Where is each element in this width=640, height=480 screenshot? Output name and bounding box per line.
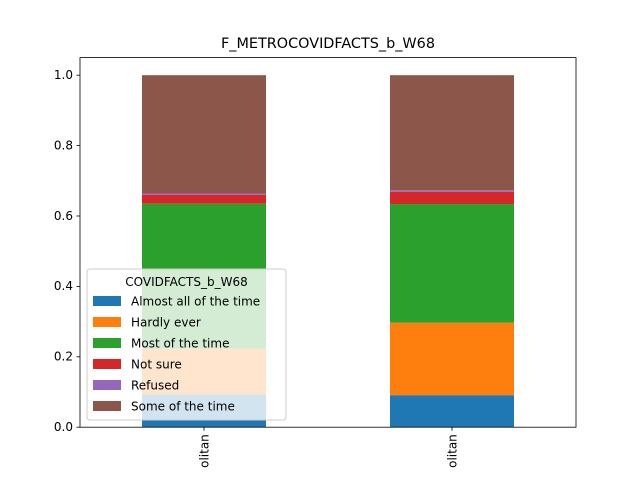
bar-segment-2-most-of-the-time xyxy=(390,204,514,323)
y-tick-label: 0.2 xyxy=(54,350,73,364)
y-tick-label: 0.8 xyxy=(54,138,73,152)
y-tick-label: 1.0 xyxy=(54,68,73,82)
legend-title: COVIDFACTS_b_W68 xyxy=(125,275,247,289)
y-tick-label: 0.0 xyxy=(54,420,73,434)
legend-swatch xyxy=(93,359,121,369)
chart-title: F_METROCOVIDFACTS_b_W68 xyxy=(221,36,435,52)
legend-swatch xyxy=(93,296,121,306)
legend-label: Not sure xyxy=(131,358,182,372)
legend-swatch xyxy=(93,401,121,411)
x-tick-label: olitan xyxy=(198,434,212,468)
bar-segment-2-some-of-the-time xyxy=(390,75,514,191)
bar-segment-2-refused xyxy=(390,190,514,192)
legend-swatch xyxy=(93,317,121,327)
legend-swatch xyxy=(93,338,121,348)
legend-label: Hardly ever xyxy=(131,316,201,330)
bar-segment-1-not-sure xyxy=(142,194,266,204)
legend-label: Most of the time xyxy=(131,337,229,351)
y-tick-label: 0.4 xyxy=(54,279,73,293)
x-tick-label: olitan xyxy=(446,434,460,468)
bar-segment-1-refused xyxy=(142,193,266,195)
bar-segment-1-some-of-the-time xyxy=(142,75,266,194)
y-tick-label: 0.6 xyxy=(54,209,73,223)
bar-segment-2-not-sure xyxy=(390,191,514,205)
legend-label: Refused xyxy=(131,379,179,393)
legend-box xyxy=(86,268,287,421)
x-axis: olitan olitan xyxy=(198,427,460,468)
legend-swatch xyxy=(93,380,121,390)
legend-label: Some of the time xyxy=(131,400,235,414)
legend[interactable]: COVIDFACTS_b_W68 Almost all of the time Ha… xyxy=(86,268,287,421)
bar-segment-2-almost-all-of-the-time xyxy=(390,395,514,428)
plot-frame xyxy=(79,57,577,428)
bar-segment-2-hardly-ever xyxy=(390,322,514,396)
y-axis: 0.0 0.2 0.4 0.6 0.8 1.0 xyxy=(54,68,80,434)
legend-label: Almost all of the time xyxy=(131,295,260,309)
